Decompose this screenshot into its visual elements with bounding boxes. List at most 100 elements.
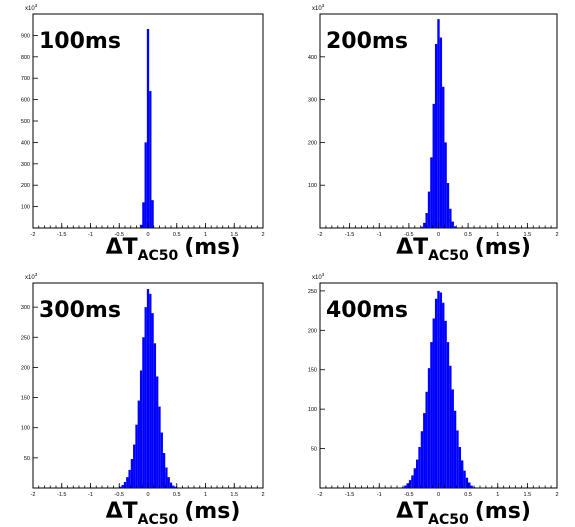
histogram-bar <box>465 477 469 488</box>
histogram-bar <box>167 477 170 488</box>
x-tick-label: 0 <box>437 232 440 238</box>
y-tick-label: 150 <box>21 396 30 402</box>
x-tick-label: 1 <box>496 232 499 238</box>
histogram-bar <box>162 453 166 488</box>
x-tick-label: 1.5 <box>230 492 238 498</box>
histogram-bar <box>439 37 443 228</box>
histogram-bar <box>423 413 426 488</box>
histogram-bar <box>128 469 131 488</box>
y-tick-label: 200 <box>21 365 30 371</box>
histogram-bar <box>463 470 466 488</box>
y-tick-label: 250 <box>308 289 317 295</box>
y-tick-label: 200 <box>308 140 317 146</box>
x-tick-label: -2 <box>31 232 36 238</box>
histogram-bar <box>446 342 450 488</box>
histogram-bar <box>404 485 407 488</box>
histogram-bar <box>144 142 147 228</box>
x-tick-label: -1.5 <box>345 492 354 498</box>
x-tick-label: -1.5 <box>57 492 66 498</box>
histogram-bar <box>413 468 416 488</box>
histogram-bars <box>401 290 476 488</box>
histogram-bar <box>451 221 454 228</box>
histogram-bar <box>144 307 147 488</box>
histogram-bar <box>442 302 445 488</box>
histogram-panel-3: -2 -1.5 -1 -0.5 0 0.5 1 1.5 250100150200250300x1… <box>21 272 265 527</box>
x-tick-label: -1 <box>377 232 382 238</box>
histogram-bar <box>142 202 145 228</box>
histogram-bar <box>449 208 452 228</box>
x-tick-label: -1.5 <box>345 232 354 238</box>
panel-annotation: 300ms <box>39 298 121 323</box>
histogram-bar <box>453 226 457 228</box>
x-tick-label: 1 <box>496 492 499 498</box>
histogram-bar <box>468 482 471 488</box>
y-tick-label: 50 <box>24 456 30 462</box>
histogram-bar <box>430 157 433 228</box>
y-multiplier-label: x103 <box>312 272 325 281</box>
histogram-bar <box>411 475 414 488</box>
histogram-bar <box>169 482 173 488</box>
histogram-bar <box>456 430 459 488</box>
histogram-bar <box>461 460 464 488</box>
x-tick-label: 1.5 <box>524 492 532 498</box>
histogram-bar <box>439 292 443 488</box>
x-tick-label: 1.5 <box>230 232 238 238</box>
histogram-bar <box>425 213 428 228</box>
x-axis-label: ΔTAC50 (ms) <box>396 235 531 264</box>
y-tick-label: 400 <box>21 140 30 146</box>
histogram-bar <box>453 410 457 488</box>
histogram-bar <box>146 28 150 229</box>
histogram-bar <box>446 183 450 228</box>
x-tick-label: 2 <box>261 232 264 238</box>
histogram-bar <box>437 290 440 488</box>
histogram-bar <box>130 459 134 488</box>
x-axis-label: ΔTAC50 (ms) <box>106 235 241 264</box>
x-tick-label: 0.5 <box>464 232 472 238</box>
y-tick-label: 150 <box>308 368 317 374</box>
histogram-bar <box>434 298 438 488</box>
y-multiplier-label: x103 <box>312 3 325 12</box>
histogram-bar <box>160 432 163 488</box>
histogram-bar <box>427 191 431 228</box>
histogram-bar <box>437 19 440 228</box>
histogram-bar <box>172 485 175 488</box>
histogram-bars <box>420 19 457 229</box>
histogram-bar <box>153 343 157 488</box>
histogram-panel-1: -2 -1.5 -1 -0.5 0 0.5 1 1.5 2 100 200 300 400 500 600 7… <box>21 3 265 264</box>
histogram-bar <box>135 424 138 488</box>
y-tick-label: 250 <box>21 335 30 341</box>
panel-annotation: 200ms <box>326 29 408 54</box>
histogram-bar <box>432 318 435 488</box>
x-tick-label: -0.5 <box>115 232 124 238</box>
histogram-bar <box>423 222 426 228</box>
x-tick-label: 2 <box>261 492 264 498</box>
y-multiplier-label: x103 <box>25 272 38 281</box>
x-tick-label: -1 <box>88 492 93 498</box>
histogram-bar <box>444 320 447 488</box>
histogram-bar <box>146 289 150 488</box>
y-tick-label: 100 <box>21 426 30 432</box>
histogram-bar <box>458 447 462 488</box>
histogram-bar <box>149 91 152 228</box>
panel-annotation: 100ms <box>39 29 121 54</box>
x-tick-label: 2 <box>555 492 558 498</box>
y-tick-label: 900 <box>21 33 30 39</box>
histogram-bar <box>126 477 129 488</box>
histogram-bar <box>418 447 421 488</box>
histogram-bar <box>442 86 445 228</box>
histogram-bar <box>133 444 136 488</box>
histogram-bar <box>420 226 424 228</box>
x-axis-label: ΔTAC50 (ms) <box>396 499 531 527</box>
histogram-bar <box>434 43 438 229</box>
x-tick-label: -2 <box>31 492 36 498</box>
x-tick-label: -1 <box>377 492 382 498</box>
histogram-panel-2: -2 -1.5 -1 -0.5 0 0.5 1 1.5 2 100 200 300 400 x103 200… <box>308 3 559 264</box>
x-tick-label: -2 <box>318 232 323 238</box>
histogram-bar <box>158 406 161 488</box>
y-tick-label: 300 <box>21 162 30 168</box>
histogram-bar <box>406 483 409 488</box>
histogram-bar <box>430 342 433 488</box>
x-tick-label: -0.5 <box>404 492 413 498</box>
histogram-bar <box>451 389 454 488</box>
